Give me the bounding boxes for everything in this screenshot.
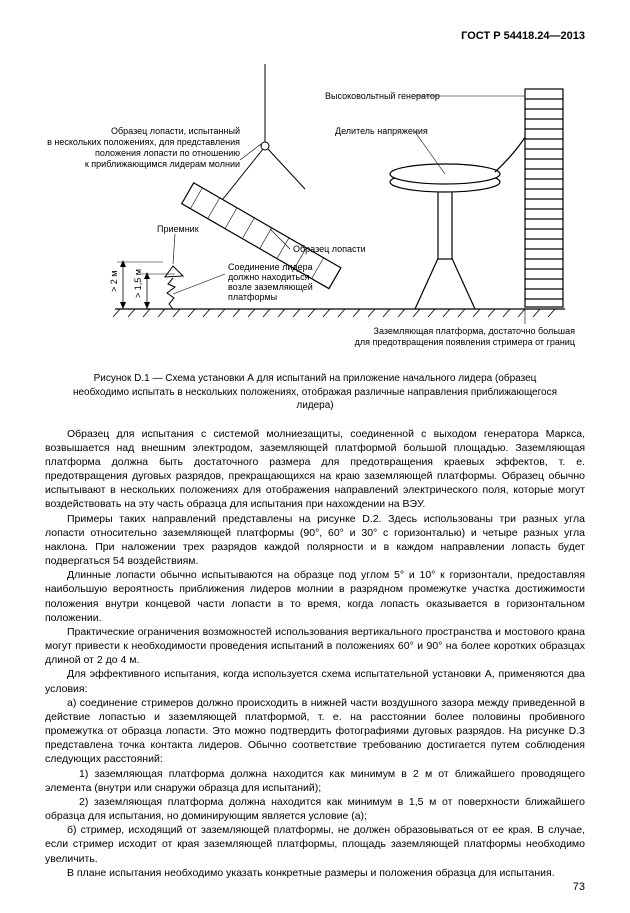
page-number: 73 xyxy=(573,881,585,893)
label-leader-l4: платформы xyxy=(228,292,277,302)
label-leader-l3: возле заземляющей xyxy=(228,282,313,292)
para-3: Длинные лопасти обычно испытываются на о… xyxy=(45,568,585,625)
label-specimen-l2: в нескольких положениях, для представлен… xyxy=(47,137,240,147)
figure-d1: > 2 м > 1,5 м xyxy=(45,54,585,364)
label-receiver: Приемник xyxy=(157,224,199,234)
para-5: Для эффективного испытания, когда исполь… xyxy=(45,667,585,695)
para-8: В плане испытания необходимо указать кон… xyxy=(45,866,585,880)
figure-svg: > 2 м > 1,5 м xyxy=(45,54,585,364)
label-specimen-l1: Образец лопасти, испытанный xyxy=(111,126,240,136)
label-platform-l2: для предотвращения появления стримера от… xyxy=(355,337,575,347)
para-4: Практические ограничения возможностей ис… xyxy=(45,625,585,668)
page-container: ГОСТ Р 54418.24—2013 xyxy=(0,0,630,913)
label-voltage-divider: Делитель напряжения xyxy=(335,126,428,136)
label-hv-generator: Высоковольтный генератор xyxy=(325,91,440,101)
para-6a: 1) заземляющая платформа должна находитс… xyxy=(45,767,585,795)
para-1: Образец для испытания с системой молниез… xyxy=(45,427,585,512)
body-text: Образец для испытания с системой молниез… xyxy=(45,427,585,881)
label-specimen-l4: к приближающимся лидерам молнии xyxy=(85,159,240,169)
document-code: ГОСТ Р 54418.24—2013 xyxy=(45,30,585,42)
label-specimen-l3: положения лопасти по отношению xyxy=(95,148,240,158)
figure-caption: Рисунок D.1 — Схема установки А для испы… xyxy=(65,372,565,413)
para-6: а) соединение стримеров должно происходи… xyxy=(45,696,585,767)
para-6b: 2) заземляющая платформа должна находитс… xyxy=(45,795,585,823)
label-leader-l2: должно находиться xyxy=(228,272,310,282)
label-blade-sample: Образец лопасти xyxy=(293,244,366,254)
dim-gt15: > 1,5 м xyxy=(133,269,143,298)
label-platform-l1: Заземляющая платформа, достаточно больша… xyxy=(374,326,576,336)
para-7: б) стример, исходящий от заземляющей пла… xyxy=(45,823,585,866)
label-leader-l1: Соединение лидера xyxy=(228,262,313,272)
dim-gt2: > 2 м xyxy=(109,271,119,292)
para-2: Примеры таких направлений представлены н… xyxy=(45,512,585,569)
